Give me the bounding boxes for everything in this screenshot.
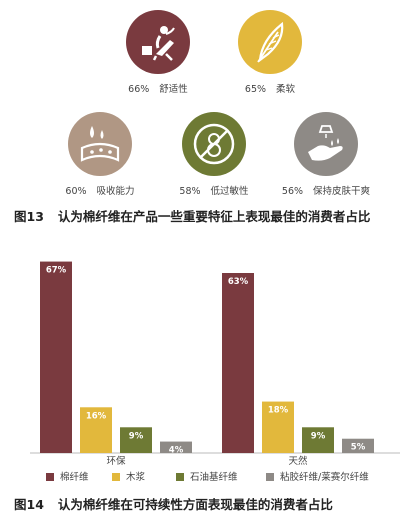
hand-care-icon xyxy=(308,125,343,161)
category-label: 环保 xyxy=(106,455,126,465)
feature-circle xyxy=(182,112,246,176)
legend-swatch xyxy=(112,473,120,481)
figure-14-number: 图14 xyxy=(14,497,44,512)
feature-percent: 58% xyxy=(179,186,201,197)
bar-value-label: 67% xyxy=(46,266,67,276)
bar xyxy=(160,441,192,453)
legend-swatch xyxy=(266,473,274,481)
bar xyxy=(222,273,254,453)
feature-circle xyxy=(238,10,302,74)
legend-swatch xyxy=(46,473,54,481)
feature-circle xyxy=(126,10,190,74)
legend-label: 石油基纤维 xyxy=(190,472,238,483)
feature-percent: 60% xyxy=(65,186,87,197)
feature-percent: 66% xyxy=(128,84,150,95)
feature-label: 柔软 xyxy=(276,84,296,95)
feature-circle xyxy=(68,112,132,176)
sponge-droplet-icon xyxy=(80,126,120,162)
feature-softness: 65% 柔软 xyxy=(200,10,340,95)
figure-14-chart: 67% 16% 9% 4% 环保 63% 18% 9% 5% 天然 xyxy=(30,261,400,465)
legend-item-cotton: 棉纤维 xyxy=(46,469,89,483)
bar xyxy=(302,427,334,453)
chart-legend: 棉纤维 木浆 石油基纤维 粘胶纤维/莱赛尔纤维 xyxy=(0,467,420,483)
figure-13-caption: 认为棉纤维在产品一些重要特征上表现最佳的消费者占比 xyxy=(57,209,371,224)
no-allergy-icon xyxy=(193,123,235,165)
bar-value-label: 5% xyxy=(351,443,366,453)
legend-swatch xyxy=(176,473,184,481)
bar-value-label: 4% xyxy=(169,446,184,456)
bar-value-label: 9% xyxy=(129,431,144,441)
figure-13-number: 图13 xyxy=(14,209,44,224)
bar-value-label: 16% xyxy=(86,411,107,421)
legend-label: 棉纤维 xyxy=(60,472,89,483)
feature-comfort: 66% 舒适性 xyxy=(88,10,228,95)
figure-13-title: 图13 认为棉纤维在产品一些重要特征上表现最佳的消费者占比 xyxy=(14,206,370,225)
bar xyxy=(80,407,112,453)
feature-percent: 56% xyxy=(281,186,304,197)
legend-item-viscose: 粘胶纤维/莱赛尔纤维 xyxy=(266,469,369,483)
feature-label: 低过敏性 xyxy=(210,186,249,197)
feather-icon xyxy=(257,21,284,63)
figure-13: 66% 舒适性 65% 柔软 60% 吸收能力 xyxy=(0,0,420,230)
bar-value-label: 63% xyxy=(228,277,249,287)
feature-percent: 65% xyxy=(244,84,267,95)
legend-item-petroleum: 石油基纤维 xyxy=(176,469,238,483)
lounge-chair-icon xyxy=(142,26,175,61)
bar xyxy=(120,427,152,453)
category-label: 天然 xyxy=(288,455,308,465)
bar xyxy=(40,261,72,453)
figure-14-caption: 认为棉纤维在可持续性方面表现最佳的消费者占比 xyxy=(57,497,333,512)
feature-label: 保持皮肤干爽 xyxy=(313,186,371,197)
feature-circle xyxy=(294,112,358,176)
feature-hypoallergenic: 58% 低过敏性 xyxy=(144,112,284,197)
legend-item-wood-pulp: 木浆 xyxy=(112,469,145,483)
figure-14-title: 图14 认为棉纤维在可持续性方面表现最佳的消费者占比 xyxy=(14,494,333,513)
feature-label: 舒适性 xyxy=(159,84,188,95)
bar-value-label: 18% xyxy=(268,406,289,416)
feature-absorbency: 60% 吸收能力 xyxy=(30,112,170,197)
legend-label: 木浆 xyxy=(126,472,146,483)
feature-label: 吸收能力 xyxy=(96,186,135,197)
bar xyxy=(342,438,374,453)
bar xyxy=(262,401,294,453)
legend-label: 粘胶纤维/莱赛尔纤维 xyxy=(280,472,369,483)
feature-skin-dry: 56% 保持皮肤干爽 xyxy=(256,112,396,197)
bar-value-label: 9% xyxy=(311,431,326,441)
